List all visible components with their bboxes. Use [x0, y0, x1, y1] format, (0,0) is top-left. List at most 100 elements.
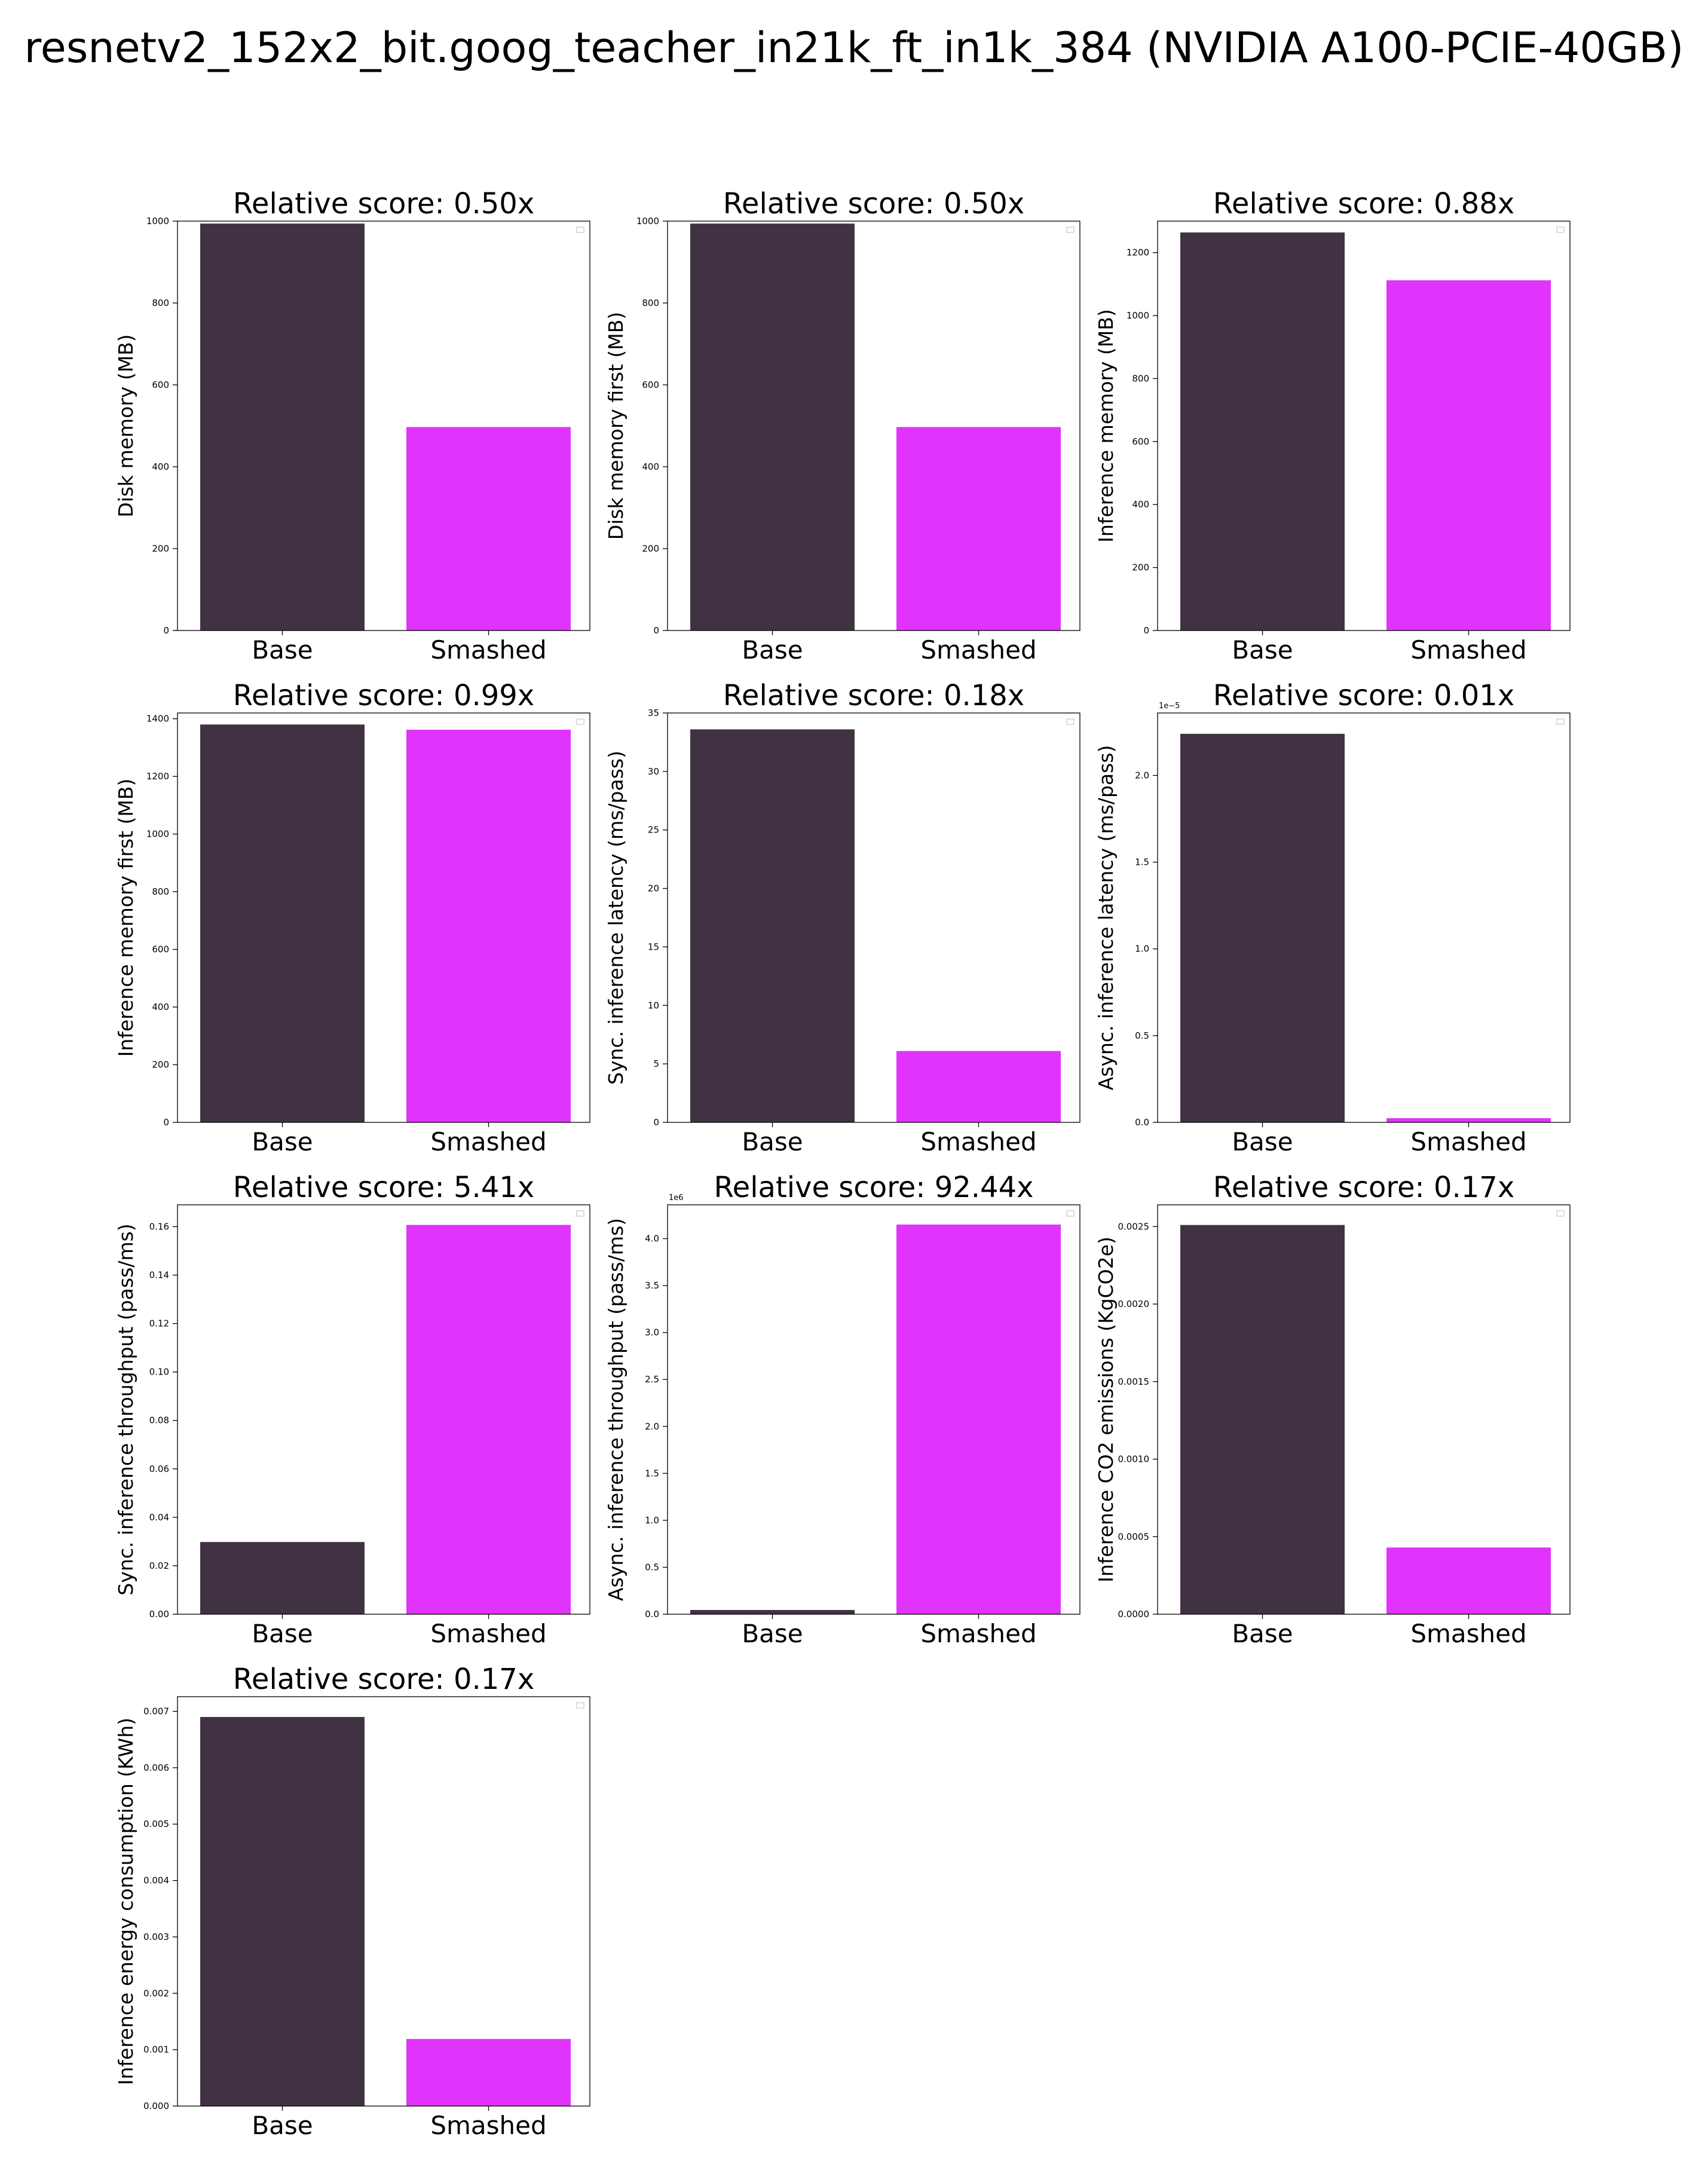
y-tick-label: 200: [642, 543, 659, 554]
y-tick-label: 20: [648, 883, 659, 894]
chart-panel-9: 0.0000 0.0005 0.0010 0.0015 0.0020 0.0025 Base…: [1094, 1171, 1571, 1648]
y-tick-label: 200: [152, 543, 169, 554]
y-tick-label: 800: [1132, 373, 1149, 384]
x-tick-label: Smashed: [430, 1127, 546, 1156]
chart-panel-1: 0 200 400 600 800 1000 Base Smashed Relative sco…: [114, 187, 590, 665]
x-tick-label: Base: [742, 635, 803, 665]
y-tick-label: 800: [152, 886, 169, 897]
y-tick-label: 0.14: [149, 1270, 169, 1281]
y-tick-label: 3.0: [645, 1327, 659, 1338]
bar-smashed: [406, 427, 571, 631]
chart-panel-4: 0 200 400 600 800 1000 1200 1400 Base Smashed Rela…: [114, 679, 590, 1156]
y-axis-label: Disk memory (MB): [114, 334, 137, 518]
legend-box: [1066, 1210, 1075, 1217]
y-tick-label: 0.000: [143, 2101, 169, 2111]
y-tick-label: 0.0025: [1118, 1221, 1150, 1232]
x-tick-label: Base: [252, 1127, 313, 1156]
y-tick-label: 0.0015: [1118, 1376, 1150, 1387]
y-tick-label: 400: [1132, 499, 1149, 510]
y-tick-label: 0: [163, 1117, 169, 1128]
panel-title: Relative score: 0.50x: [723, 187, 1025, 221]
legend-box: [1066, 718, 1075, 725]
plot-frame: [667, 712, 1080, 1123]
bar-smashed: [406, 1225, 571, 1614]
x-tick-label: Smashed: [430, 1619, 546, 1648]
y-tick-label: 5: [653, 1058, 659, 1069]
plot-frame: [177, 221, 590, 631]
y-tick-label: 600: [152, 944, 169, 955]
y-tick-label: 0.04: [149, 1512, 169, 1523]
y-tick-label: 0.0: [645, 1609, 659, 1620]
y-tick-label: 0.06: [149, 1464, 169, 1474]
x-tick-label: Base: [742, 1127, 803, 1156]
y-axis-label: Async. inference latency (ms/pass): [1094, 745, 1118, 1091]
y-tick-label: 2.0: [645, 1421, 659, 1432]
bar-smashed: [1386, 280, 1551, 631]
y-offset-label: 1e6: [669, 1193, 684, 1202]
x-tick-label: Smashed: [920, 1127, 1036, 1156]
legend-box: [1556, 1210, 1565, 1217]
chart-panel-2: 0 200 400 600 800 1000 Base Smashed Relative sco…: [604, 187, 1080, 665]
y-axis-label: Inference energy consumption (KWh): [114, 1718, 137, 2085]
y-tick-label: 0.16: [149, 1221, 169, 1232]
y-tick-label: 200: [152, 1060, 169, 1070]
y-tick-label: 0: [1143, 625, 1149, 636]
bar-base: [1180, 232, 1345, 631]
x-tick-label: Base: [1232, 1619, 1293, 1648]
y-tick-label: 0: [653, 625, 659, 636]
plot-frame: [1157, 1204, 1571, 1615]
y-tick-label: 0.005: [143, 1819, 169, 1829]
y-axis-label: Inference memory (MB): [1094, 309, 1118, 543]
panel-title: Relative score: 5.41x: [233, 1171, 535, 1204]
bar-base: [200, 1542, 365, 1614]
chart-panel-8: 0.0 0.5 1.0 1.5 2.0 2.5 3.0 3.5 4.0 Base Smashed Re…: [604, 1171, 1080, 1648]
plot-frame: [177, 1696, 590, 2107]
y-tick-label: 0.007: [143, 1706, 169, 1717]
bar-smashed: [406, 729, 571, 1122]
legend-box: [1556, 718, 1565, 725]
bar-base: [200, 224, 365, 631]
bar-smashed: [1386, 1118, 1551, 1122]
y-tick-label: 15: [648, 941, 659, 952]
legend-box: [1066, 227, 1075, 233]
x-tick-label: Smashed: [1410, 1127, 1526, 1156]
y-axis-label: Inference memory first (MB): [114, 779, 137, 1057]
y-tick-label: 1.5: [645, 1468, 659, 1479]
y-tick-label: 0.12: [149, 1318, 169, 1329]
y-tick-label: 10: [648, 1000, 659, 1011]
panel-title: Relative score: 0.17x: [1213, 1171, 1515, 1204]
panel-title: Relative score: 0.50x: [233, 187, 535, 221]
y-tick-label: 0.003: [143, 1932, 169, 1942]
bar-smashed: [896, 1051, 1061, 1122]
y-tick-label: 400: [152, 461, 169, 472]
x-tick-label: Base: [252, 2111, 313, 2140]
x-tick-label: Smashed: [430, 635, 546, 665]
y-tick-label: 600: [1132, 436, 1149, 447]
y-tick-label: 3.5: [645, 1280, 659, 1291]
y-tick-label: 0.02: [149, 1560, 169, 1571]
y-tick-label: 30: [648, 766, 659, 777]
legend-box: [576, 227, 584, 233]
chart-panel-7: 0.00 0.02 0.04 0.06 0.08 0.10 0.12 0.14 0.16 Base…: [114, 1171, 590, 1648]
y-tick-label: 800: [152, 298, 169, 308]
y-tick-label: 0.5: [1135, 1030, 1149, 1041]
y-axis-label: Sync. inference throughput (pass/ms): [114, 1223, 137, 1595]
chart-panel-10: 0.000 0.001 0.002 0.003 0.004 0.005 0.006 0.007…: [114, 1663, 590, 2140]
y-tick-label: 1200: [146, 771, 169, 782]
y-tick-label: 0.00: [149, 1609, 169, 1620]
bar-base: [200, 1716, 365, 2106]
y-tick-label: 0.0020: [1118, 1299, 1150, 1309]
y-tick-label: 0.10: [149, 1367, 169, 1378]
legend-box: [576, 1702, 584, 1709]
panel-title: Relative score: 0.99x: [233, 679, 535, 712]
y-tick-label: 0.001: [143, 2044, 169, 2055]
y-tick-label: 35: [648, 708, 659, 718]
y-tick-label: 0.08: [149, 1415, 169, 1426]
panel-title: Relative score: 0.01x: [1213, 679, 1515, 712]
bar-smashed: [896, 427, 1061, 631]
bar-smashed: [406, 2039, 571, 2106]
bar-base: [690, 729, 855, 1122]
x-tick-label: Base: [1232, 635, 1293, 665]
bar-base: [200, 724, 365, 1122]
